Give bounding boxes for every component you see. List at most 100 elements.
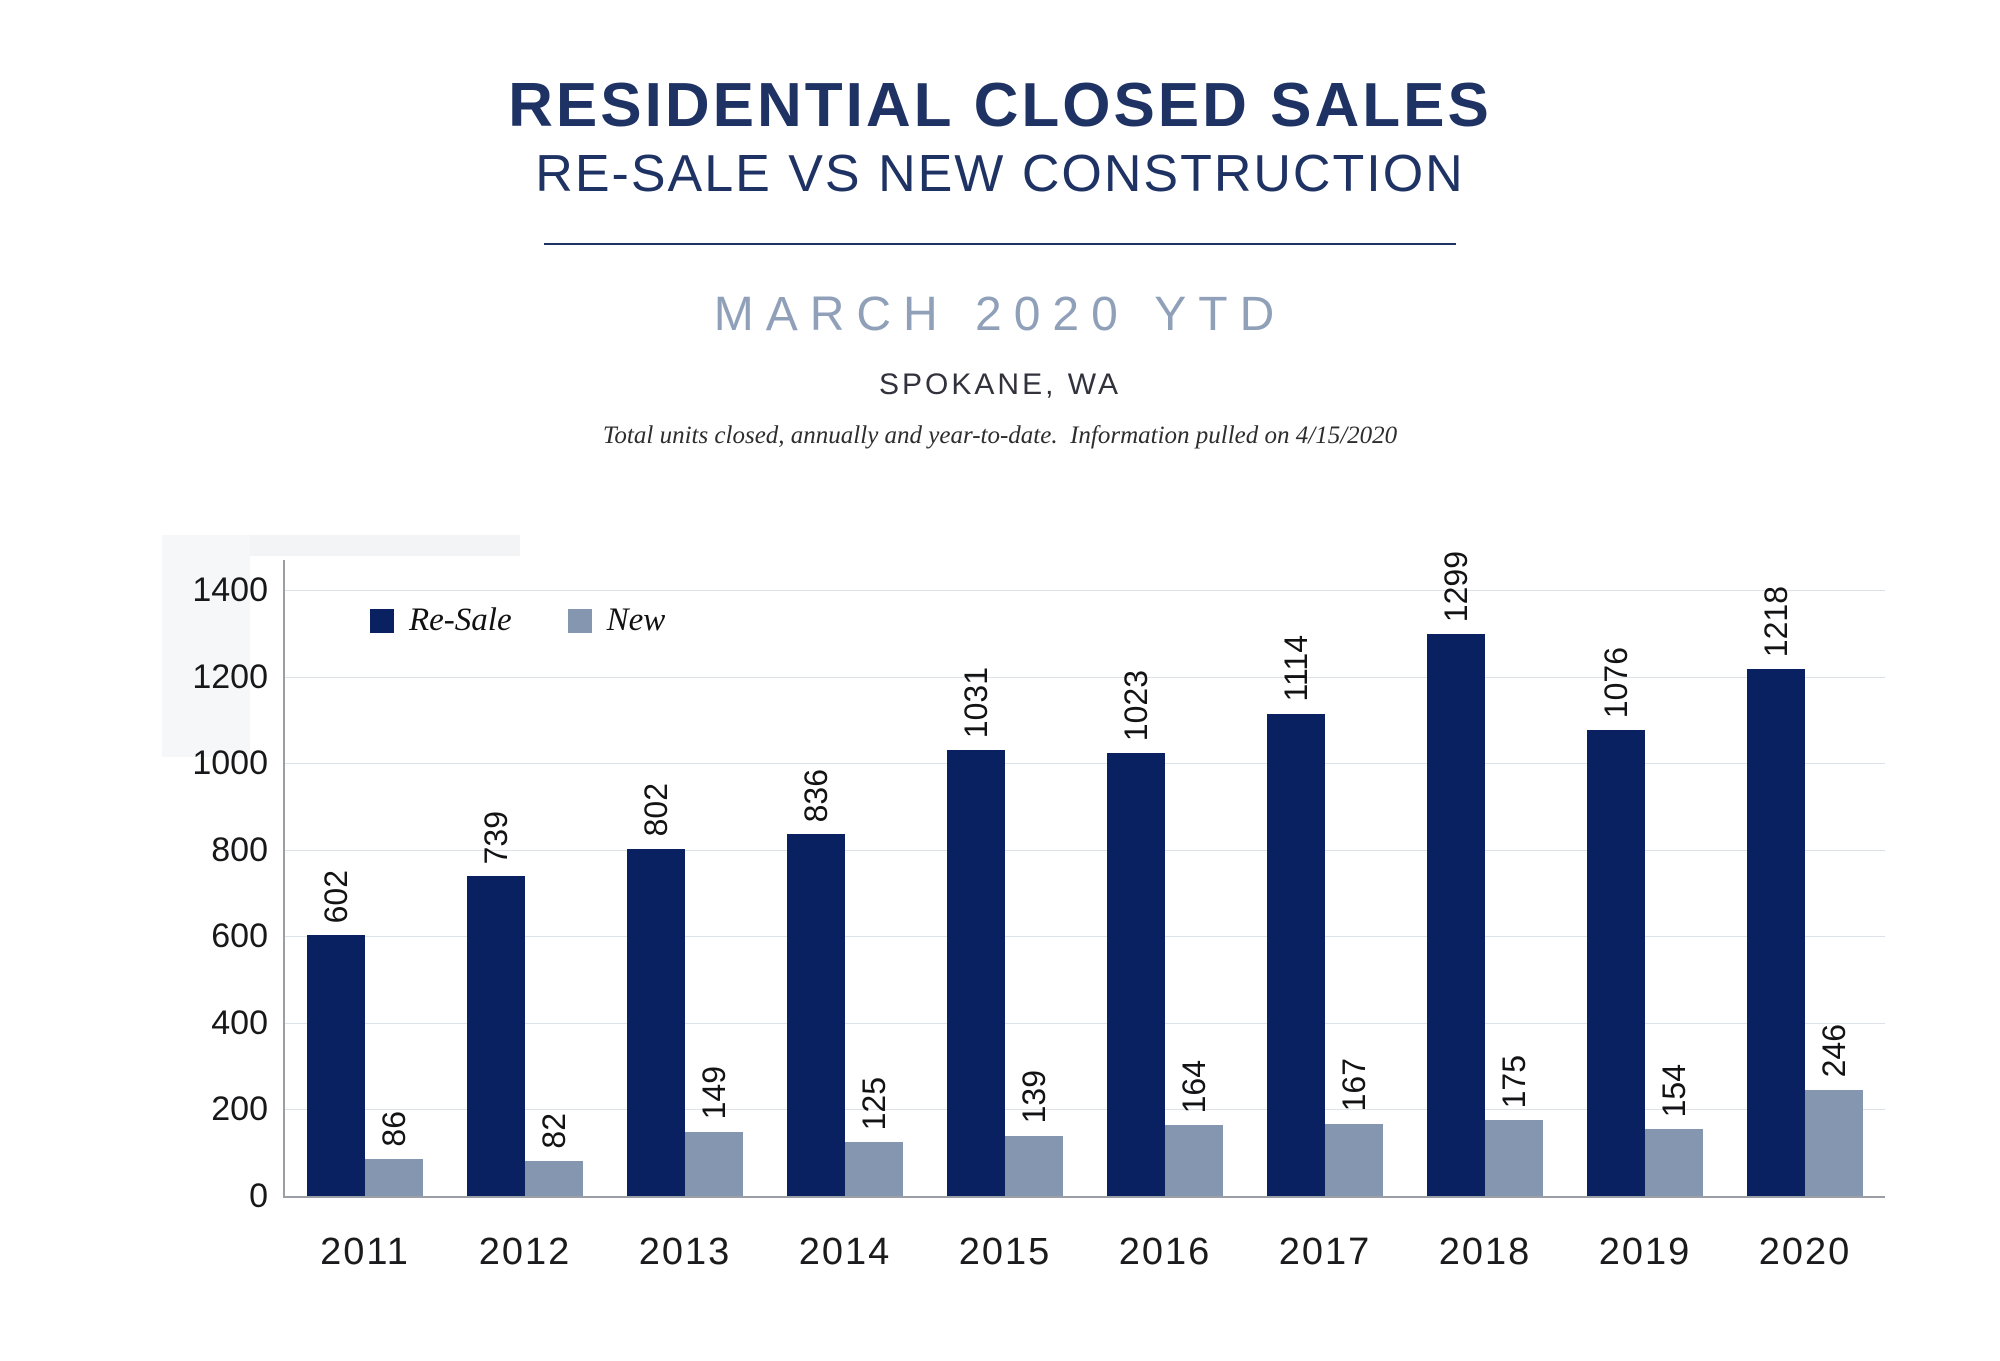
bar-value-label-re-sale-2011: 602: [318, 870, 354, 924]
legend-label-new: New: [606, 602, 666, 638]
bar-re-sale-2020: [1747, 668, 1805, 1196]
bar-value-text: 175: [1496, 1054, 1532, 1109]
bar-value-text: 1031: [958, 666, 994, 738]
y-axis-label-1200: 1200: [192, 657, 268, 696]
footnote: Total units closed, annually and year-to…: [602, 421, 1398, 449]
bar-new-2020: [1805, 1089, 1863, 1196]
bar-value-label-re-sale-2012: 739: [478, 810, 514, 865]
y-axis-label-600: 600: [211, 917, 268, 956]
x-axis-label-2019: 2019: [1598, 1231, 1692, 1273]
page-title: RESIDENTIAL CLOSED SALES: [508, 71, 1492, 140]
title-divider: [544, 243, 1456, 246]
panel-shading-left: [162, 535, 250, 757]
x-axis-label-2013: 2013: [638, 1231, 732, 1273]
bar-value-label-new-2011: 86: [376, 1111, 412, 1147]
bar-value-label-new-2019: 154: [1656, 1063, 1692, 1118]
bar-new-2011: [365, 1158, 423, 1196]
bar-value-label-new-2017: 167: [1336, 1058, 1372, 1112]
bar-value-label-new-2012: 82: [536, 1112, 572, 1149]
bar-re-sale-2013: [627, 848, 685, 1196]
bar-value-text: 739: [478, 810, 514, 865]
y-axis-label-1400: 1400: [192, 571, 268, 609]
bar-value-text: 149: [696, 1066, 732, 1120]
bar-new-2017: [1325, 1123, 1383, 1196]
bar-re-sale-2015: [947, 749, 1005, 1196]
bar-value-text: 1218: [1758, 585, 1794, 657]
panel-shading-top: [162, 535, 520, 556]
page-subtitle: RE-SALE VS NEW CONSTRUCTION: [535, 145, 1465, 204]
bar-new-2018: [1485, 1120, 1543, 1196]
x-axis-label-2014: 2014: [798, 1231, 892, 1273]
x-axis-label-2018: 2018: [1438, 1231, 1532, 1273]
bar-value-text: 1114: [1278, 635, 1314, 702]
bar-chart: 0 200 400 600 800 1000 1200 1400 Re-Sale New 602…: [170, 551, 1930, 1320]
legend: Re-Sale New: [370, 602, 665, 639]
bar-value-label-re-sale-2017: 1114: [1278, 635, 1314, 702]
bar-value-text: 1299: [1438, 550, 1474, 622]
bar-re-sale-2011: [307, 935, 365, 1196]
plot-area: Re-Sale New 602 86 739 82 802 149 836 125 1031 139…: [283, 551, 1885, 1198]
bar-value-text: 154: [1656, 1063, 1692, 1118]
x-axis-label-2015: 2015: [958, 1231, 1052, 1273]
bar-new-2016: [1165, 1125, 1223, 1196]
legend-label-re-sale: Re-Sale: [409, 602, 512, 638]
gridline-1000: [285, 763, 1885, 765]
bar-value-text: 1076: [1598, 647, 1634, 719]
x-axis-label-2016: 2016: [1118, 1231, 1212, 1273]
bar-value-label-re-sale-2013: 802: [638, 783, 674, 837]
gridline-800: [285, 849, 1885, 851]
gridline-400: [285, 1022, 1885, 1024]
y-axis-label-1000: 1000: [192, 744, 268, 783]
bar-value-label-new-2020: 246: [1816, 1024, 1852, 1078]
bar-value-label-new-2014: 125: [856, 1076, 892, 1130]
bar-value-text: 125: [856, 1076, 892, 1130]
x-axis-label-2012: 2012: [478, 1231, 572, 1273]
bar-value-label-new-2016: 164: [1176, 1059, 1212, 1114]
bar-new-2019: [1645, 1129, 1703, 1196]
bar-new-2012: [525, 1160, 583, 1196]
gridline-200: [285, 1109, 1885, 1111]
re-sale-swatch-icon: [370, 608, 394, 633]
location-label: SPOKANE, WA: [879, 367, 1121, 401]
bar-re-sale-2012: [467, 876, 525, 1196]
bar-re-sale-2016: [1107, 753, 1165, 1196]
bar-re-sale-2018: [1427, 633, 1485, 1196]
bar-value-label-re-sale-2014: 836: [798, 768, 834, 823]
bar-value-label-re-sale-2016: 1023: [1118, 670, 1154, 742]
y-axis-label-0: 0: [249, 1177, 268, 1215]
x-axis-label-2011: 2011: [320, 1231, 410, 1273]
legend-item-re-sale: Re-Sale: [370, 602, 512, 639]
period-label: MARCH 2020 YTD: [713, 288, 1287, 342]
bar-value-text: 602: [318, 870, 354, 924]
gridline-1400: [285, 590, 1885, 591]
x-axis-label-2017: 2017: [1278, 1231, 1372, 1273]
bar-value-label-new-2018: 175: [1496, 1054, 1532, 1109]
header: RESIDENTIAL CLOSED SALES RE-SALE VS NEW …: [0, 0, 2000, 451]
bar-value-text: 86: [376, 1111, 412, 1147]
legend-item-new: New: [567, 602, 666, 639]
y-axis-label-800: 800: [211, 830, 268, 869]
bar-new-2013: [685, 1131, 743, 1196]
bar-value-label-new-2013: 149: [696, 1066, 732, 1120]
bar-value-text: 139: [1016, 1070, 1052, 1124]
bar-value-label-re-sale-2015: 1031: [958, 666, 994, 738]
gridline-600: [285, 936, 1885, 938]
y-axis: 0 200 400 600 800 1000 1200 1400: [170, 560, 268, 1215]
bar-new-2014: [845, 1141, 903, 1196]
bar-value-text: 246: [1816, 1024, 1852, 1078]
new-swatch-icon: [567, 608, 592, 633]
bar-value-text: 836: [798, 768, 834, 823]
bar-value-text: 164: [1176, 1059, 1212, 1114]
bar-value-text: 82: [536, 1112, 572, 1149]
bar-new-2015: [1005, 1135, 1063, 1196]
bar-value-text: 802: [638, 783, 674, 837]
bar-value-text: 1023: [1118, 670, 1154, 742]
y-axis-label-200: 200: [211, 1090, 268, 1129]
y-axis-label-400: 400: [211, 1003, 268, 1042]
bar-value-label-re-sale-2019: 1076: [1598, 647, 1634, 719]
gridline-1200: [285, 676, 1885, 678]
bar-value-label-re-sale-2018: 1299: [1438, 550, 1474, 622]
bar-value-text: 167: [1336, 1058, 1372, 1112]
bar-value-label-new-2015: 139: [1016, 1070, 1052, 1124]
bar-re-sale-2014: [787, 834, 845, 1196]
